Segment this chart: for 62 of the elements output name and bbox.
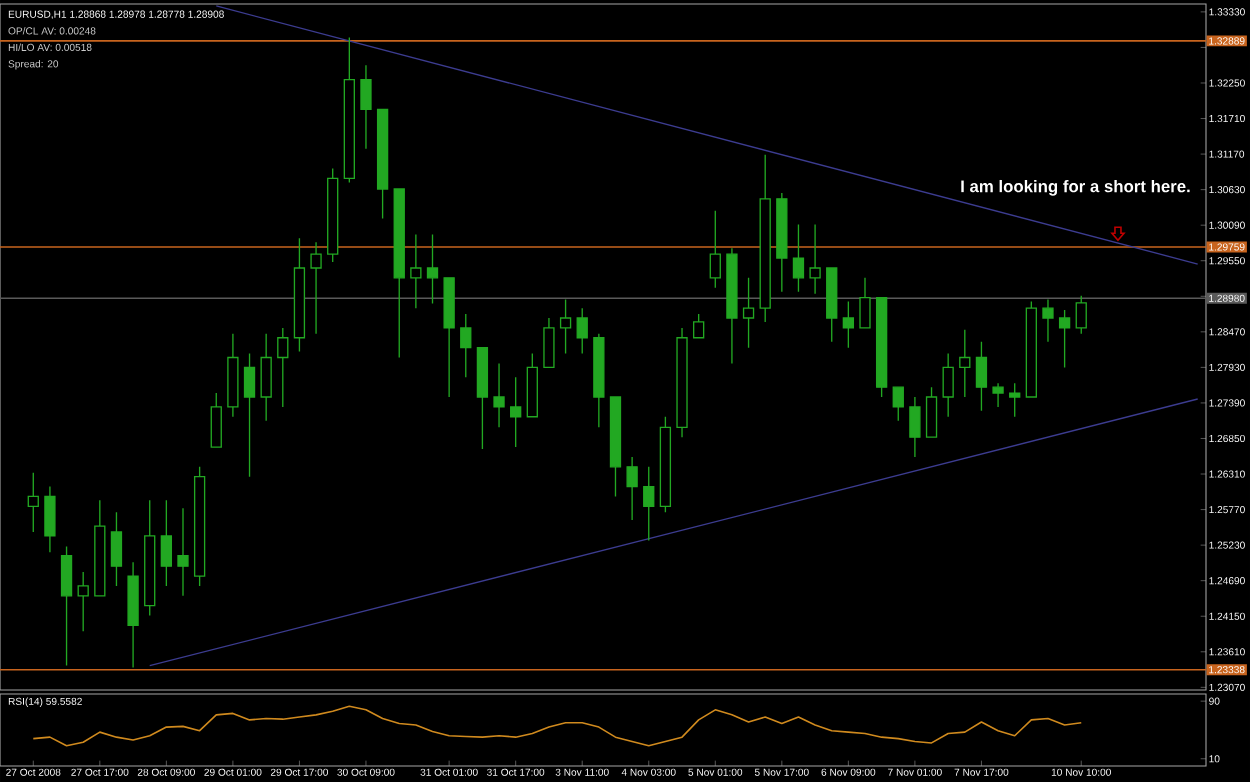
candlestick <box>460 313 472 378</box>
candlestick <box>676 327 688 438</box>
candlestick <box>327 167 339 263</box>
candlestick <box>210 392 222 448</box>
candlestick <box>609 396 622 498</box>
candlestick <box>593 333 605 428</box>
candlestick <box>875 296 888 398</box>
candlestick <box>925 386 938 438</box>
candlestick <box>476 346 489 450</box>
candlestick <box>44 485 56 554</box>
candlestick <box>360 64 372 150</box>
candlestick <box>975 341 988 412</box>
candlestick <box>776 192 788 293</box>
candlestick <box>759 154 771 323</box>
candlestick <box>110 511 123 587</box>
candlestick <box>909 396 921 458</box>
candlestick <box>60 545 73 667</box>
candlestick <box>443 277 455 398</box>
candlestick <box>1025 300 1037 398</box>
candlestick <box>526 352 538 418</box>
candlestick <box>193 466 206 587</box>
candlestick <box>692 313 705 339</box>
candlestick <box>393 188 405 359</box>
candlestick <box>1075 294 1087 335</box>
candlestick <box>227 333 239 418</box>
candlestick <box>726 247 738 365</box>
candlestick <box>493 362 505 428</box>
candlestick <box>260 333 272 422</box>
annotation: I am looking for a short here. <box>961 179 1190 196</box>
candlestick <box>643 466 655 542</box>
candlestick <box>826 267 838 343</box>
candlestick <box>859 277 871 329</box>
candlestick <box>992 382 1004 408</box>
candlestick <box>1058 309 1071 369</box>
candlestick <box>243 352 256 478</box>
candlestick <box>127 561 139 669</box>
candlestick <box>942 352 954 418</box>
candlestick <box>376 108 389 220</box>
candlestick <box>160 499 173 587</box>
candlestick <box>1042 298 1054 343</box>
candlestick <box>426 233 439 305</box>
line-series <box>32 705 1083 747</box>
candlestick <box>310 241 322 335</box>
candlestick <box>559 298 572 355</box>
candlestick <box>94 499 106 597</box>
candlestick <box>809 223 821 295</box>
candlestick <box>742 277 755 349</box>
candlestick <box>576 307 588 355</box>
candlestick <box>410 233 422 309</box>
candlestick <box>659 416 672 513</box>
candlestick <box>1009 382 1021 418</box>
candlestick <box>343 36 355 184</box>
candlestick <box>277 327 289 408</box>
candlestick <box>709 210 721 289</box>
candlestick <box>144 499 156 617</box>
candlestick <box>177 507 189 597</box>
candlestick <box>543 317 555 369</box>
candlestick <box>892 386 904 422</box>
candlestick <box>842 300 855 349</box>
candlestick <box>792 223 805 293</box>
candlestick <box>626 456 638 521</box>
candlestick <box>293 237 306 353</box>
